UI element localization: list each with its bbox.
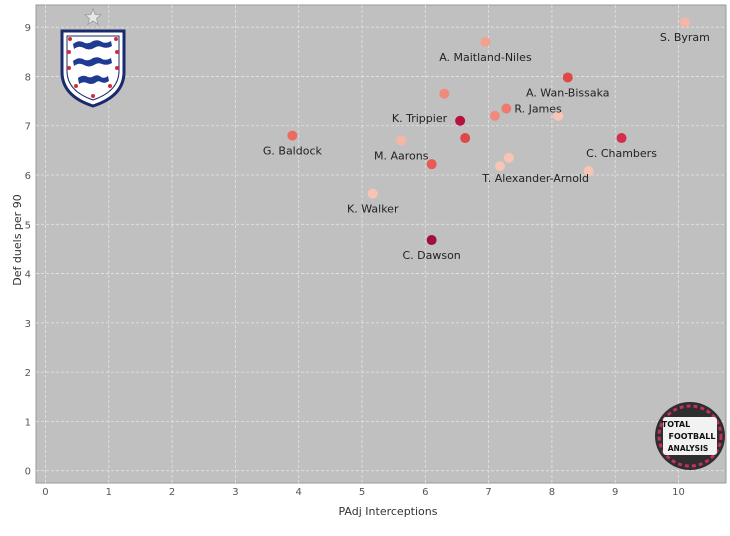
data-point: [553, 110, 564, 121]
logo-text-1: TOTAL: [662, 420, 690, 429]
y-tick-label: 9: [25, 23, 31, 34]
point-label: C. Dawson: [402, 249, 460, 262]
total-football-analysis-logo: TOTAL FOOTBALL ANALYSIS: [655, 402, 725, 470]
data-point: [439, 88, 450, 99]
data-point: [495, 161, 506, 172]
data-point: [562, 72, 573, 83]
data-point: [503, 152, 514, 163]
point-label: M. Aarons: [374, 150, 429, 163]
grid-lines: [36, 5, 726, 483]
england-crest-logo: [60, 7, 126, 108]
point-label: C. Chambers: [586, 147, 657, 160]
y-tick-label: 7: [25, 122, 31, 133]
data-point: [426, 235, 437, 246]
point-label: T. Alexander-Arnold: [481, 172, 589, 185]
y-tick-label: 4: [25, 270, 31, 281]
x-tick-label: 0: [42, 487, 48, 498]
y-tick-label: 6: [25, 171, 31, 182]
x-axis-label: PAdj Interceptions: [339, 505, 438, 518]
x-tick-label: 10: [672, 487, 685, 498]
data-point: [501, 103, 512, 114]
data-point: [679, 17, 690, 28]
tick-labels: 0 1 2 3 4 5 6 7 8 9 10 0 1 2 3 4 5 6 7 8 9: [25, 23, 685, 498]
point-label: G. Baldock: [263, 145, 323, 158]
x-tick-label: 6: [422, 487, 428, 498]
y-tick-label: 0: [25, 467, 31, 478]
data-point: [460, 133, 471, 144]
plot-area: [35, 4, 727, 484]
x-tick-label: 9: [612, 487, 618, 498]
point-label: S. Byram: [660, 31, 710, 44]
point-label: K. Trippier: [392, 112, 448, 125]
logo-badge-ring: [657, 404, 723, 468]
point-labels: S. Byram A. Maitland-Niles A. Wan-Bissaka R…: [263, 31, 710, 262]
y-tick-label: 2: [25, 368, 31, 379]
point-label: A. Maitland-Niles: [439, 51, 532, 64]
roses-icon: [67, 37, 119, 98]
y-axis-label: Def duels per 90: [11, 194, 24, 285]
data-point: [583, 166, 594, 177]
y-tick-label: 3: [25, 319, 31, 330]
data-point: [287, 130, 298, 141]
x-tick-label: 7: [485, 487, 491, 498]
x-tick-label: 1: [106, 487, 112, 498]
x-tick-label: 5: [359, 487, 365, 498]
data-point: [455, 115, 466, 126]
data-point: [480, 36, 491, 47]
point-label: A. Wan-Bissaka: [526, 86, 610, 99]
data-point: [367, 188, 378, 199]
lions-icon: [73, 40, 112, 84]
x-tick-label: 8: [549, 487, 555, 498]
logo-text-3: ANALYSIS: [668, 444, 709, 453]
data-point: [426, 159, 437, 170]
data-point: [396, 135, 407, 146]
x-tick-label: 4: [296, 487, 302, 498]
logo-band: [663, 417, 717, 455]
y-tick-label: 1: [25, 417, 31, 428]
data-point: [489, 110, 500, 121]
point-label: K. Walker: [347, 203, 399, 216]
y-tick-label: 5: [25, 220, 31, 231]
point-label: R. James: [514, 102, 562, 115]
x-tick-label: 3: [232, 487, 238, 498]
data-point: [616, 133, 627, 144]
star-icon: [83, 7, 103, 26]
data-points: [287, 17, 690, 246]
shield-inner: [66, 35, 120, 101]
y-tick-label: 8: [25, 72, 31, 83]
logo-text-2: FOOTBALL: [668, 432, 715, 441]
x-tick-label: 2: [169, 487, 175, 498]
